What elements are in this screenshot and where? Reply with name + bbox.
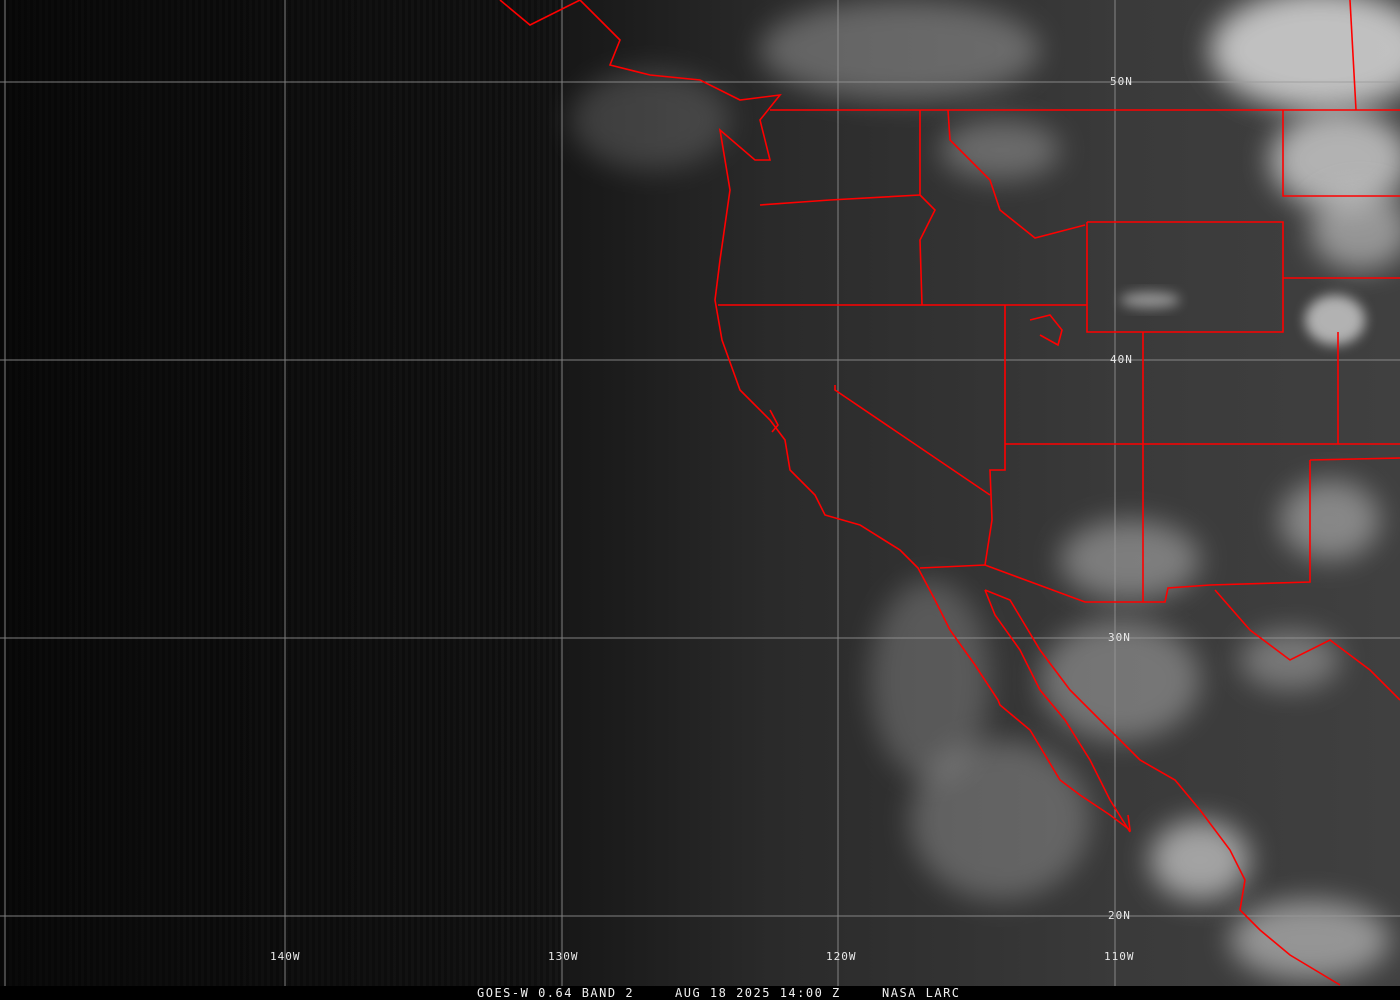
idaho-east-border [947, 109, 1086, 239]
montana-east-border [1282, 110, 1400, 197]
idaho-west-border [919, 110, 936, 306]
lat-label-30n: 30N [1108, 631, 1131, 644]
lat-label-20n: 20N [1108, 909, 1131, 922]
lat-label-40n: 40N [1110, 353, 1133, 366]
nm-tx-border [1209, 460, 1311, 586]
baja-gulf-coast [984, 589, 1131, 833]
cloud-cover [570, 0, 1400, 980]
new-mexico-east-border [1309, 457, 1400, 461]
political-borders [499, 0, 1400, 986]
coastline-west [499, 0, 1132, 832]
sf-bay [769, 409, 779, 433]
lon-label-120w: 120W [826, 950, 857, 963]
lon-label-110w: 110W [1104, 950, 1135, 963]
ca-nv-border [834, 385, 991, 496]
lon-label-130w: 130W [548, 950, 579, 963]
lon-label-140w: 140W [270, 950, 301, 963]
caption-source: NASA LARC [882, 986, 961, 1000]
wyoming-border [1086, 221, 1284, 333]
lake-tahoe-area [1029, 314, 1063, 347]
caption-product: GOES-W 0.64 BAND 2 [477, 986, 635, 1000]
wa-or-border [759, 194, 921, 206]
us-mexico-border [919, 564, 1211, 603]
caption-datetime: AUG 18 2025 14:00 Z [675, 986, 841, 1000]
mexico-mainland-coast [984, 589, 1341, 986]
lat-label-50n: 50N [1110, 75, 1133, 88]
mexico-gulf-coast [1214, 589, 1400, 701]
nevada-east-border [984, 305, 1006, 566]
canada-east-border [1349, 0, 1357, 111]
image-caption: GOES-W 0.64 BAND 2 AUG 18 2025 14:00 Z N… [0, 986, 1400, 1000]
scan-stripes [0, 0, 560, 990]
